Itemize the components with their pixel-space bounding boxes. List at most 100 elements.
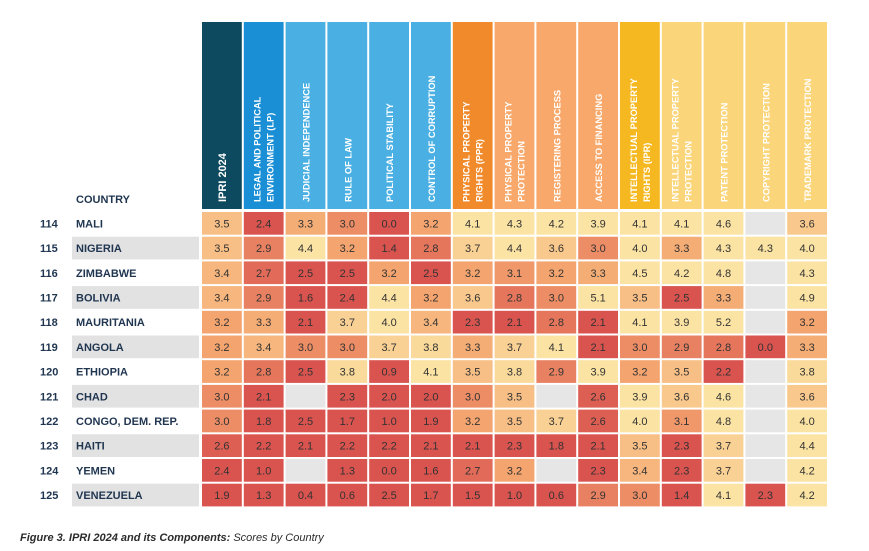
cell-9-5 — [411, 434, 451, 457]
cell-1-2 — [285, 236, 326, 260]
cell-value-0-8: 4.2 — [549, 218, 564, 230]
column-label-1: ENVIRONMENT (LP) — [266, 113, 276, 202]
cell-4-4 — [369, 310, 409, 334]
cell-value-6-6: 3.5 — [465, 367, 480, 379]
cell-value-0-7: 4.3 — [507, 218, 522, 230]
cell-4-12 — [703, 310, 744, 334]
row-rank-4: 118 — [40, 317, 58, 329]
cell-9-7 — [494, 434, 535, 457]
cell-2-1 — [243, 261, 284, 285]
cell-value-1-1: 2.9 — [256, 243, 271, 255]
column-header-13 — [745, 22, 786, 209]
cell-8-3 — [327, 409, 368, 433]
cell-7-1 — [243, 384, 284, 408]
cell-value-11-2: 0.4 — [298, 490, 313, 502]
row-country-10: YEMEN — [76, 465, 115, 477]
cell-10-9 — [578, 459, 618, 482]
cell-3-1 — [243, 286, 284, 309]
row-country-1: NIGERIA — [76, 243, 122, 255]
cell-1-14 — [787, 236, 827, 260]
cell-value-1-8: 3.6 — [549, 243, 564, 255]
cell-value-4-9: 2.1 — [590, 317, 605, 329]
cell-value-7-10: 3.9 — [632, 391, 647, 403]
column-header-2 — [285, 22, 326, 209]
column-label-3: RULE OF LAW — [343, 138, 353, 202]
cell-value-2-6: 3.2 — [465, 268, 480, 280]
cell-value-2-12: 4.8 — [716, 268, 731, 280]
cell-value-9-4: 2.2 — [381, 441, 396, 453]
cell-value-1-0: 3.5 — [214, 243, 229, 255]
cell-10-5 — [411, 459, 451, 482]
cell-6-9 — [578, 360, 618, 383]
cell-3-7 — [494, 286, 535, 309]
cell-7-4 — [369, 384, 409, 408]
cell-value-10-14: 4.2 — [799, 465, 814, 477]
column-label-7: PROTECTION — [517, 141, 527, 202]
cell-value-10-11: 2.3 — [674, 465, 689, 477]
column-label-8: REGISTERING PROCESS — [552, 90, 562, 202]
column-header-0 — [202, 22, 242, 209]
row-rank-5: 119 — [40, 342, 58, 354]
row-band-11 — [72, 483, 199, 507]
cell-value-10-9: 2.3 — [590, 465, 605, 477]
cell-value-11-3: 0.6 — [340, 490, 355, 502]
cell-4-6 — [452, 310, 493, 334]
cell-value-0-0: 3.5 — [214, 218, 229, 230]
cell-value-2-1: 2.7 — [256, 268, 271, 280]
cell-value-11-4: 2.5 — [381, 490, 396, 502]
cell-0-12 — [703, 212, 744, 235]
cell-value-5-8: 4.1 — [549, 342, 564, 354]
cell-8-8 — [536, 409, 577, 433]
cell-2-2 — [285, 261, 326, 285]
cell-11-0 — [202, 483, 242, 507]
cell-value-3-6: 3.6 — [465, 292, 480, 304]
cell-value-9-1: 2.2 — [256, 441, 271, 453]
cell-value-11-6: 1.5 — [465, 490, 480, 502]
cell-1-3 — [327, 236, 368, 260]
cell-8-13 — [745, 409, 786, 433]
cell-3-3 — [327, 286, 368, 309]
cell-value-0-1: 2.4 — [256, 218, 271, 230]
row-country-5: ANGOLA — [76, 342, 124, 354]
cell-value-8-5: 1.9 — [423, 416, 438, 428]
cell-value-0-3: 3.0 — [340, 218, 355, 230]
cell-value-4-14: 3.2 — [799, 317, 814, 329]
cell-value-0-10: 4.1 — [632, 218, 647, 230]
cell-8-14 — [787, 409, 827, 433]
cell-4-10 — [620, 310, 660, 334]
cell-value-4-2: 2.1 — [298, 317, 313, 329]
row-band-7 — [72, 384, 199, 408]
cell-10-3 — [327, 459, 368, 482]
cell-value-8-9: 2.6 — [590, 416, 605, 428]
cell-value-0-14: 3.6 — [799, 218, 814, 230]
cell-value-2-9: 3.3 — [590, 268, 605, 280]
cell-value-11-14: 4.2 — [799, 490, 814, 502]
row-band-5 — [72, 335, 199, 359]
cell-value-8-14: 4.0 — [799, 416, 814, 428]
row-band-9 — [72, 434, 199, 457]
cell-value-9-12: 3.7 — [716, 441, 731, 453]
cell-0-9 — [578, 212, 618, 235]
cell-value-5-4: 3.7 — [381, 342, 396, 354]
cell-7-11 — [661, 384, 702, 408]
cell-10-11 — [661, 459, 702, 482]
cell-4-9 — [578, 310, 618, 334]
cell-value-9-3: 2.2 — [340, 441, 355, 453]
row-country-0: MALI — [76, 218, 103, 230]
cell-value-5-7: 3.7 — [507, 342, 522, 354]
cell-0-5 — [411, 212, 451, 235]
column-header-4 — [369, 22, 409, 209]
cell-2-10 — [620, 261, 660, 285]
cell-4-3 — [327, 310, 368, 334]
cell-3-11 — [661, 286, 702, 309]
cell-value-10-5: 1.6 — [423, 465, 438, 477]
cell-1-6 — [452, 236, 493, 260]
column-header-8 — [536, 22, 577, 209]
cell-value-3-5: 3.2 — [423, 292, 438, 304]
cell-6-10 — [620, 360, 660, 383]
cell-7-0 — [202, 384, 242, 408]
cell-value-1-5: 2.8 — [423, 243, 438, 255]
cell-value-5-12: 2.8 — [716, 342, 731, 354]
cell-10-13 — [745, 459, 786, 482]
cell-9-3 — [327, 434, 368, 457]
